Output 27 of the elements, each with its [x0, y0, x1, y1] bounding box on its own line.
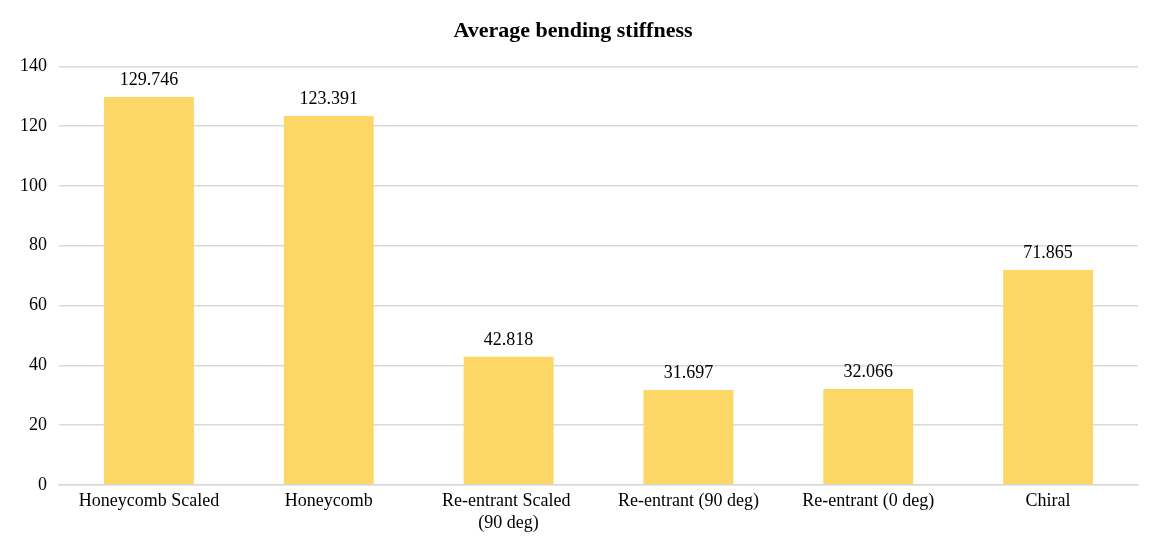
- y-tick-label: 40: [29, 353, 47, 374]
- data-label: 42.818: [483, 328, 534, 349]
- x-tick-label: Honeycomb Scaled: [78, 490, 220, 511]
- bar: [283, 116, 374, 485]
- x-tick-label: Honeycomb: [284, 490, 373, 511]
- data-label: 129.746: [119, 68, 179, 89]
- y-tick-label: 20: [29, 413, 47, 434]
- y-tick-label: 80: [29, 234, 47, 255]
- y-tick-label: 140: [20, 55, 47, 76]
- bar: [103, 97, 194, 485]
- y-tick-label: 100: [20, 174, 47, 195]
- bar: [463, 356, 554, 485]
- x-tick-label: Re-entrant Scaled (90 deg): [442, 490, 576, 533]
- chart-title: Average bending stiffness: [453, 16, 693, 42]
- x-tick-label: Chiral: [1025, 490, 1071, 511]
- x-tick-label: Re-entrant (0 deg): [802, 490, 935, 512]
- bar: [1003, 270, 1094, 485]
- data-label: 32.066: [843, 360, 893, 381]
- data-label: 31.697: [663, 361, 714, 382]
- bar: [823, 388, 914, 485]
- y-tick-label: 120: [20, 114, 47, 135]
- bar: [643, 390, 734, 485]
- data-label: 71.865: [1023, 241, 1073, 262]
- data-label: 123.391: [299, 87, 358, 108]
- y-tick-label: 0: [38, 473, 47, 494]
- x-tick-label: Re-entrant (90 deg): [617, 490, 759, 512]
- y-tick-label: 60: [29, 294, 47, 315]
